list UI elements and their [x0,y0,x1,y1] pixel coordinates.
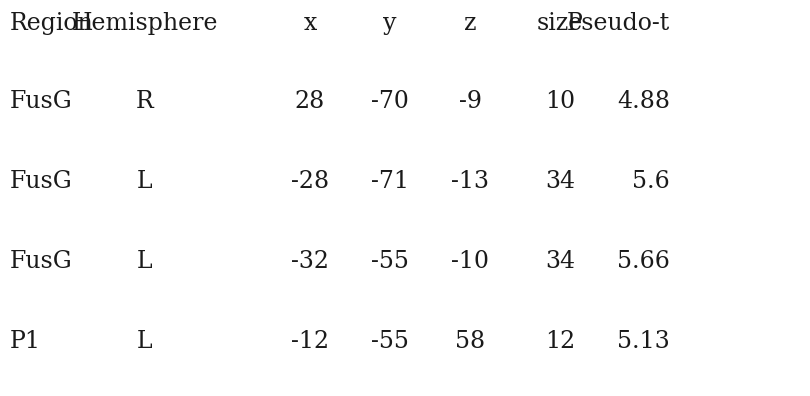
Text: 5.13: 5.13 [617,330,670,353]
Text: Region: Region [10,12,94,35]
Text: L: L [137,250,153,273]
Text: 5.66: 5.66 [617,250,670,273]
Text: FusG: FusG [10,250,73,273]
Text: -12: -12 [291,330,329,353]
Text: P1: P1 [10,330,41,353]
Text: L: L [137,330,153,353]
Text: -55: -55 [371,330,409,353]
Text: 34: 34 [545,250,575,273]
Text: 28: 28 [295,90,325,113]
Text: size: size [537,12,583,35]
Text: 4.88: 4.88 [617,90,670,113]
Text: z: z [464,12,476,35]
Text: 58: 58 [455,330,485,353]
Text: -55: -55 [371,250,409,273]
Text: FusG: FusG [10,90,73,113]
Text: L: L [137,170,153,193]
Text: -32: -32 [291,250,329,273]
Text: 10: 10 [545,90,575,113]
Text: -9: -9 [458,90,481,113]
Text: -10: -10 [451,250,489,273]
Text: Hemisphere: Hemisphere [72,12,218,35]
Text: 5.6: 5.6 [633,170,670,193]
Text: Pseudo-t: Pseudo-t [567,12,670,35]
Text: x: x [304,12,317,35]
Text: y: y [383,12,397,35]
Text: -13: -13 [451,170,489,193]
Text: -28: -28 [291,170,329,193]
Text: -71: -71 [371,170,409,193]
Text: 34: 34 [545,170,575,193]
Text: R: R [136,90,154,113]
Text: -70: -70 [371,90,409,113]
Text: 12: 12 [545,330,575,353]
Text: FusG: FusG [10,170,73,193]
